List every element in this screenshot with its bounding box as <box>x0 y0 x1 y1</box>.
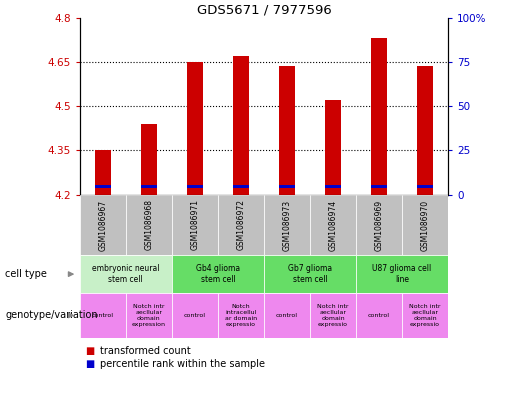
Bar <box>310 293 356 338</box>
Bar <box>402 195 448 255</box>
Bar <box>187 185 203 188</box>
Bar <box>417 185 433 188</box>
Text: cell type: cell type <box>5 269 47 279</box>
Text: Notch
intracellul
ar domain
expressio: Notch intracellul ar domain expressio <box>225 304 257 327</box>
Bar <box>325 185 341 188</box>
Text: control: control <box>92 313 114 318</box>
Text: control: control <box>184 313 206 318</box>
Bar <box>172 293 218 338</box>
Text: Notch intr
aecllular
domain
expression: Notch intr aecllular domain expression <box>132 304 166 327</box>
Bar <box>264 255 356 293</box>
Bar <box>417 66 433 195</box>
Bar <box>172 195 218 255</box>
Bar <box>172 255 264 293</box>
Text: Gb7 glioma
stem cell: Gb7 glioma stem cell <box>288 264 332 284</box>
Bar <box>126 293 172 338</box>
Text: U87 glioma cell
line: U87 glioma cell line <box>372 264 432 284</box>
Bar <box>371 39 387 195</box>
Text: percentile rank within the sample: percentile rank within the sample <box>100 358 265 369</box>
Bar <box>310 195 356 255</box>
Text: ■: ■ <box>85 345 94 356</box>
Text: control: control <box>276 313 298 318</box>
Bar <box>80 293 126 338</box>
Bar <box>126 195 172 255</box>
Bar <box>95 185 111 188</box>
Bar <box>233 185 249 188</box>
Text: GSM1086971: GSM1086971 <box>191 200 199 250</box>
Bar <box>95 151 111 195</box>
Text: transformed count: transformed count <box>100 345 191 356</box>
Bar <box>371 185 387 188</box>
Text: GSM1086969: GSM1086969 <box>374 199 384 251</box>
Text: Notch intr
aecllular
domain
expressio: Notch intr aecllular domain expressio <box>317 304 349 327</box>
Title: GDS5671 / 7977596: GDS5671 / 7977596 <box>197 4 331 17</box>
Text: GSM1086973: GSM1086973 <box>282 199 291 251</box>
Bar <box>325 100 341 195</box>
Text: ■: ■ <box>85 358 94 369</box>
Text: GSM1086970: GSM1086970 <box>421 199 430 251</box>
Text: Notch intr
aecllular
domain
expressio: Notch intr aecllular domain expressio <box>409 304 441 327</box>
Text: GSM1086967: GSM1086967 <box>98 199 107 251</box>
Bar <box>141 185 157 188</box>
Bar <box>141 124 157 195</box>
Bar <box>356 255 448 293</box>
Bar <box>264 293 310 338</box>
Bar <box>279 66 295 195</box>
Text: control: control <box>368 313 390 318</box>
Bar <box>80 255 172 293</box>
Bar <box>356 195 402 255</box>
Bar <box>218 195 264 255</box>
Text: Gb4 glioma
stem cell: Gb4 glioma stem cell <box>196 264 240 284</box>
Text: GSM1086972: GSM1086972 <box>236 200 246 250</box>
Bar <box>218 293 264 338</box>
Text: GSM1086968: GSM1086968 <box>144 200 153 250</box>
Text: genotype/variation: genotype/variation <box>5 310 98 320</box>
Text: GSM1086974: GSM1086974 <box>329 199 337 251</box>
Text: embryonic neural
stem cell: embryonic neural stem cell <box>92 264 160 284</box>
Bar <box>264 195 310 255</box>
Bar <box>279 185 295 188</box>
Bar <box>402 293 448 338</box>
Bar <box>356 293 402 338</box>
Bar <box>233 56 249 195</box>
Bar <box>187 62 203 195</box>
Bar <box>80 195 126 255</box>
